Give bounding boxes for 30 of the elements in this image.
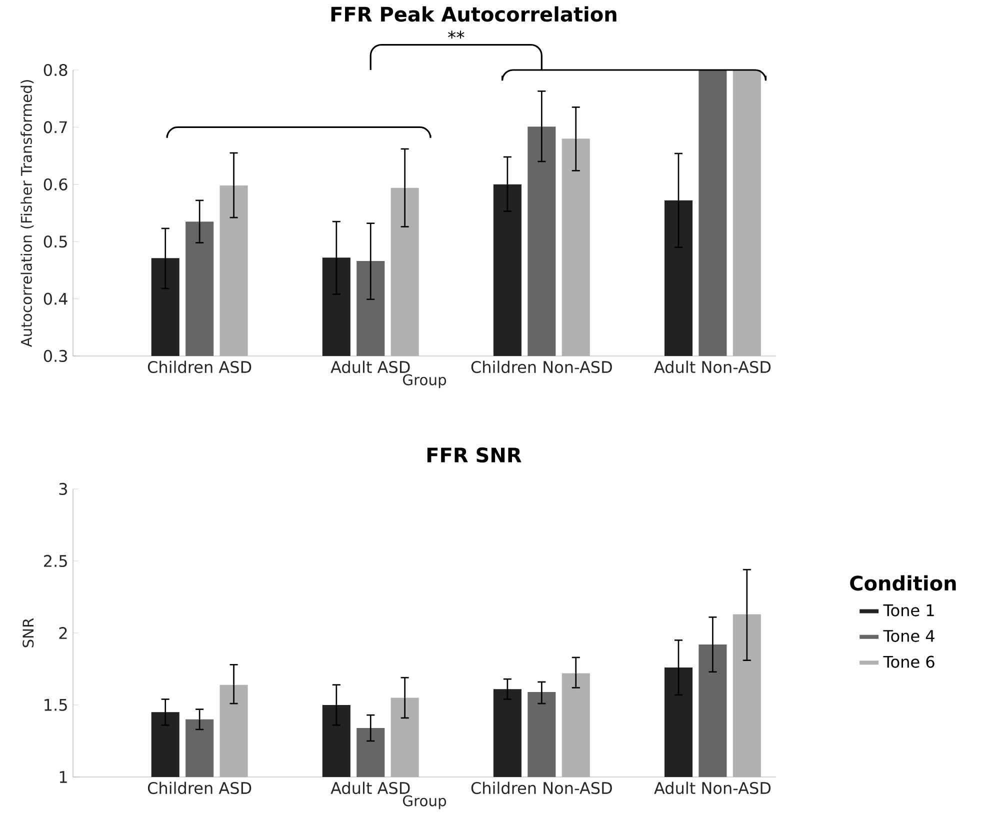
y-tick-label: 0.3	[44, 350, 67, 362]
legend-label: Tone 6	[883, 656, 934, 668]
x-axis-title: Group	[402, 795, 446, 810]
y-tick-label: 2	[59, 627, 67, 639]
text: **	[448, 30, 464, 39]
y-tick-label: 3	[59, 482, 67, 496]
y-tick-label: 0.5	[44, 236, 67, 248]
x-tick-label: Adult ASD	[330, 360, 410, 374]
y-tick-label: 0.8	[44, 64, 68, 76]
x-tick-label: Adult Non-ASD	[654, 360, 771, 374]
y-tick-label: 0.7	[44, 121, 67, 134]
legend-label: Tone 1	[883, 604, 934, 616]
x-tick-label: Adult ASD	[330, 782, 410, 794]
y-tick-label: 2.5	[44, 554, 67, 568]
y-tick-label: 0.4	[44, 292, 68, 305]
x-tick-label: Children Non-ASD	[471, 360, 612, 374]
y-axis-title: SNR	[22, 618, 34, 648]
y-axis-title: Autocorrelation (Fisher Transformed)	[20, 80, 34, 348]
chart-title: FFR SNR	[427, 447, 522, 463]
x-tick-label: Children ASD	[148, 782, 252, 794]
x-axis-title: Group	[402, 374, 446, 388]
chart-title: FFR Peak Autocorrelation	[331, 6, 616, 22]
x-tick-label: Adult Non-ASD	[654, 782, 771, 794]
legend-label: Tone 4	[883, 630, 934, 642]
y-tick-label: 1.5	[44, 699, 67, 711]
legend-title: Condition	[850, 575, 956, 591]
x-tick-label: Children ASD	[148, 360, 252, 374]
y-tick-label: 0.6	[44, 178, 68, 190]
y-tick-label: 1	[60, 771, 67, 783]
x-tick-label: Children Non-ASD	[471, 782, 612, 794]
